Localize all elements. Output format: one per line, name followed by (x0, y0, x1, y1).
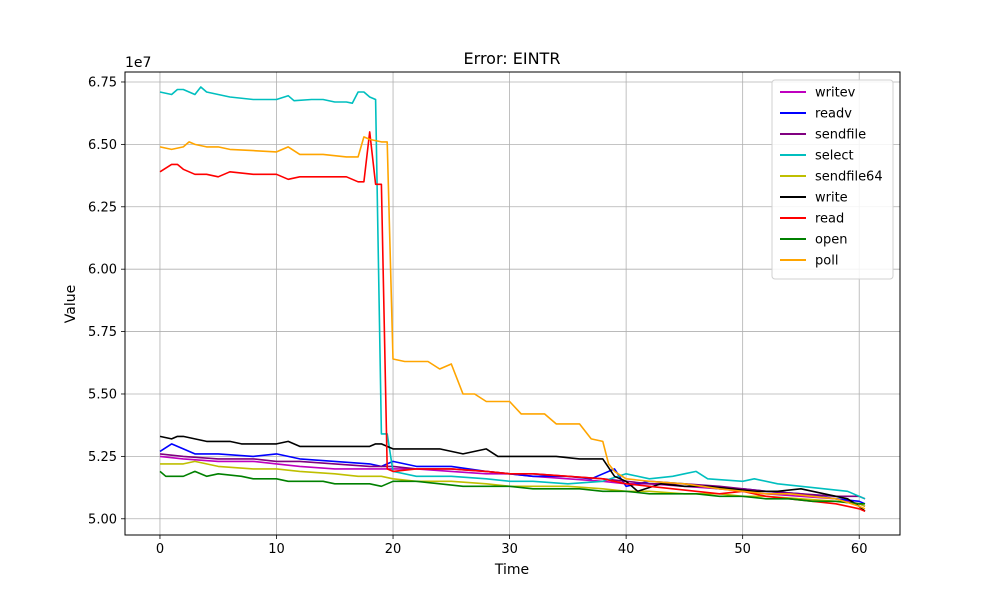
legend-label-select: select (815, 149, 854, 164)
legend: writev readv sendfile select sendfile64 write… (771, 79, 894, 280)
series-lines (159, 86, 866, 513)
y-tick-label: 5.25 (88, 450, 117, 465)
x-tick-label: 30 (501, 542, 518, 557)
series-line-select (159, 86, 866, 500)
plot-frame (124, 71, 901, 536)
legend-label-writev: writev (815, 86, 856, 101)
legend-label-write: write (815, 191, 848, 206)
x-tick-label: 50 (734, 542, 751, 557)
x-tick-label: 10 (268, 542, 285, 557)
axis-ticks: 0 10 20 30 40 50 60 5.00 5.25 5.50 5.75 6.00 6.25 6.5… (88, 75, 867, 557)
y-tick-label: 6.25 (88, 200, 117, 215)
y-axis-label: Value (63, 285, 79, 323)
y-tick-label: 5.50 (88, 387, 117, 402)
series-line-sendfile64 (160, 460, 866, 508)
series-line-read (159, 131, 866, 513)
series-line-open (159, 470, 865, 505)
legend-label-sendfile: sendfile (815, 128, 866, 143)
legend-label-poll: poll (815, 254, 838, 269)
x-tick-label: 20 (385, 542, 402, 557)
legend-label-sendfile64: sendfile64 (815, 170, 883, 185)
series-line-write (159, 435, 866, 512)
y-offset-label: 1e7 (125, 55, 151, 71)
y-tick-label: 5.00 (88, 512, 117, 527)
legend-label-read: read (815, 212, 844, 227)
legend-label-open: open (815, 233, 847, 248)
y-tick-label: 5.75 (88, 325, 117, 340)
x-axis-label: Time (494, 562, 529, 578)
legend-box (771, 79, 894, 280)
x-tick-label: 40 (618, 542, 635, 557)
x-tick-label: 60 (851, 542, 868, 557)
series-line-poll (159, 136, 866, 510)
y-tick-label: 6.50 (88, 138, 117, 153)
y-tick-label: 6.75 (88, 75, 117, 90)
chart-title: Error: EINTR (464, 49, 561, 68)
y-tick-label: 6.00 (88, 263, 117, 278)
x-tick-label: 0 (156, 542, 164, 557)
legend-label-readv: readv (815, 107, 852, 122)
